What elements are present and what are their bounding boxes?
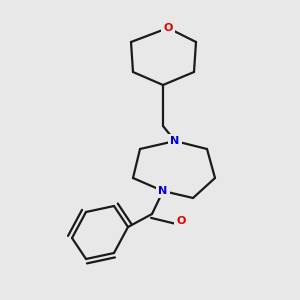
Text: N: N [170, 136, 180, 146]
Text: N: N [158, 186, 168, 196]
Text: O: O [163, 23, 173, 33]
Text: N: N [170, 136, 180, 146]
Text: N: N [158, 186, 168, 196]
Text: O: O [163, 23, 173, 33]
Text: O: O [176, 216, 186, 226]
Text: O: O [176, 216, 186, 226]
